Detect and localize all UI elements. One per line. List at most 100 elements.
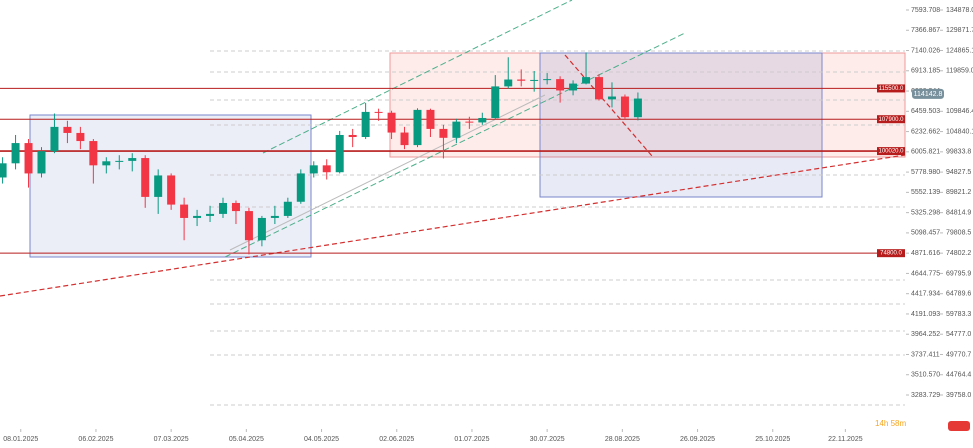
level-badge [877,115,905,124]
y2-tick-label: 7593.708 [911,7,940,14]
candle-body [491,86,500,118]
candle-body [633,98,642,118]
y2-tick-label: 5098.457 [911,230,940,237]
y2-tick-label: 4871.616 [911,250,940,257]
candle-body [569,83,578,91]
candle-body [141,158,150,197]
y2-tick-label: 5778.980 [911,169,940,176]
level-badge [877,147,905,156]
candle-body [231,202,240,212]
x-tick-label: 08.01.2025 [3,436,38,443]
candle-body [607,96,616,100]
candle-body [620,96,629,118]
candle-body [206,213,215,216]
last-price-badge [912,88,944,99]
y-tick-label: 109846.4 [946,108,973,115]
candle-body [37,151,46,174]
candle-body [361,111,370,138]
x-tick-label: 07.03.2025 [154,436,189,443]
x-tick-label: 30.07.2025 [530,436,565,443]
level-badge [877,84,905,93]
candle-body [322,165,331,173]
x-tick-label: 06.02.2025 [78,436,113,443]
x-tick-label: 04.05.2025 [304,436,339,443]
fib-levels [210,50,905,406]
level-label: 115500.0 [879,86,904,92]
y-tick-label: 64789.6 [946,291,971,298]
candle-body [76,132,85,142]
candle-body [89,141,98,166]
candle-body [24,143,33,174]
x-tick-label: 05.04.2025 [229,436,264,443]
y-tick-label: 129871.7 [946,27,973,34]
x-tick-label: 25.10.2025 [755,436,790,443]
y-tick-label: 104840.1 [946,128,973,135]
x-tick-label: 28.08.2025 [605,436,640,443]
y2-tick-label: 6913.185 [911,68,940,75]
candle-body [128,158,137,161]
y2-tick-label: 3964.252 [911,331,940,338]
candle-body [154,175,163,197]
y-tick-label: 134878.0 [946,7,973,14]
y-tick-label: 99833.8 [946,149,971,156]
level-label: 74800.0 [880,251,902,257]
candle-body [63,126,72,133]
candle-body [270,215,279,218]
y2-tick-label: 5552.139 [911,189,940,196]
y2-tick-label: 4417.934 [911,291,940,298]
y-tick-label: 94827.5 [946,169,971,176]
y-tick-label: 84814.9 [946,209,971,216]
countdown: 14h 58m [875,419,906,428]
candle-body [452,121,461,138]
candle-body [193,215,202,218]
candle-body [348,134,357,138]
candle-body [556,79,565,91]
y-tick-label: 74802.2 [946,250,971,257]
y2-tick-label: 6005.821 [911,149,940,156]
candle-body [11,143,20,164]
candle-body [543,79,552,81]
last-price-label: 114142.8 [914,91,943,98]
candle-body [180,204,189,218]
level-badge [877,249,905,258]
y2-tick-label: 7140.026 [911,47,940,54]
y-tick-label: 119859.0 [946,68,973,75]
level-label: 107900.0 [878,117,904,123]
candle-body [219,202,228,214]
candle-body [309,165,318,174]
candle-body [244,211,253,241]
candle-body [504,79,513,87]
range-box [389,52,906,158]
indicator-badge [948,421,970,431]
y2-tick-label: 3737.411 [911,351,940,358]
y2-tick-label: 5325.298 [911,209,940,216]
trend-line [564,54,653,157]
candle-body [296,173,305,202]
candle-body [426,109,435,129]
y-tick-label: 79808.5 [946,230,971,237]
y-tick-label: 39758.0 [946,392,971,399]
candle-body [335,134,344,173]
candle-body [439,128,448,138]
y2-tick-label: 4191.093 [911,311,940,318]
candle-body [115,160,124,162]
y2-tick-label: 6459.503 [911,108,940,115]
y-tick-label: 124865.1 [946,47,973,54]
y2-tick-label: 6232.662 [911,128,940,135]
drawings [0,0,906,406]
x-tick-label: 01.07.2025 [454,436,489,443]
candle-body [465,121,474,123]
candle-body [595,77,604,100]
channel-line [262,0,573,154]
y2-tick-label: 7366.867 [911,27,940,34]
y-tick-label: 44764.4 [946,372,971,379]
x-tick-label: 26.09.2025 [680,436,715,443]
y2-tick-label: 3283.729 [911,392,940,399]
y-tick-label: 69795.9 [946,270,971,277]
level-label: 100020.0 [878,149,904,155]
candle-body [413,109,422,146]
candle-body [400,132,409,146]
x-tick-label: 02.06.2025 [379,436,414,443]
y-tick-label: 54777.0 [946,331,971,338]
y-tick-label: 89821.2 [946,189,971,196]
